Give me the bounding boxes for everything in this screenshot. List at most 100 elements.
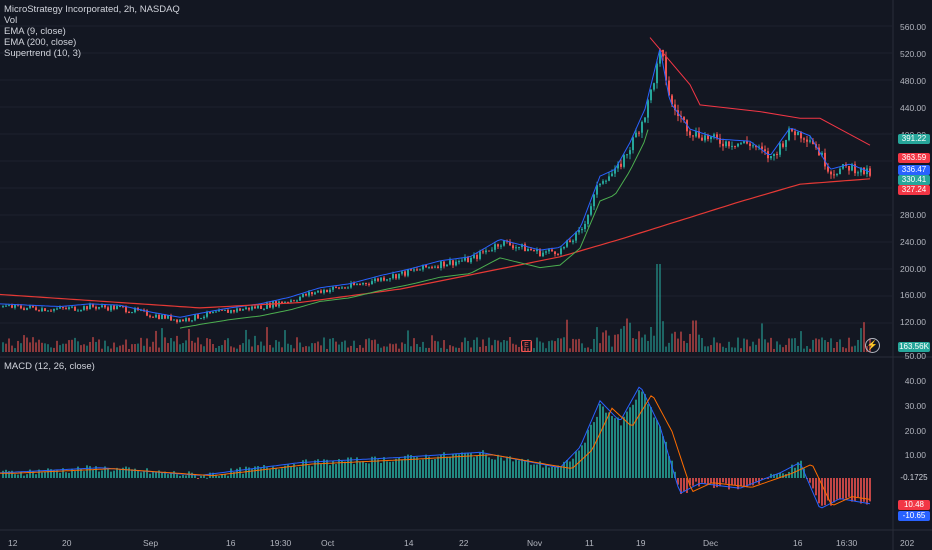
candle-body [839, 168, 841, 175]
volume-bar [32, 337, 34, 352]
macd-histogram-bar [215, 474, 217, 478]
candle-body [170, 315, 172, 321]
legend-supertrend[interactable]: Supertrend (10, 3) [4, 48, 82, 59]
macd-histogram-bar [383, 457, 385, 478]
candle-body [164, 314, 166, 319]
volume-bar [521, 345, 523, 352]
time-tick-22: 22 [459, 538, 469, 548]
volume-bar [176, 335, 178, 352]
macd-histogram-bar [572, 458, 574, 478]
signal-line [0, 395, 871, 506]
macd-histogram-bar [458, 454, 460, 478]
volume-bar [806, 346, 808, 352]
macd-histogram-bar [287, 464, 289, 478]
macd-histogram-bar [752, 478, 754, 486]
candle-body [836, 174, 838, 176]
candle-body [266, 302, 268, 309]
price-tag-391: 391.22 [898, 134, 930, 144]
volume-bar [596, 327, 598, 352]
macd-histogram-bar [296, 467, 298, 478]
candle-body [197, 314, 199, 319]
macd-histogram-bar [305, 459, 307, 478]
volume-bar [782, 347, 784, 352]
macd-histogram-bar [419, 460, 421, 478]
volume-bar [296, 337, 298, 352]
macd-histogram-bar [809, 478, 811, 483]
volume-bar [242, 343, 244, 352]
volume-bar [476, 337, 478, 352]
volume-bar [761, 323, 763, 352]
volume-bar [407, 330, 409, 352]
volume-bar [659, 264, 661, 352]
earnings-marker[interactable]: E [521, 340, 532, 352]
candle-body [38, 310, 40, 312]
volume-bar [431, 335, 433, 352]
macd-histogram-bar [329, 465, 331, 478]
macd-histogram-bar [665, 441, 667, 478]
volume-bar [83, 344, 85, 352]
candle-body [404, 271, 406, 276]
volume-bar [350, 345, 352, 352]
macd-histogram-bar [554, 466, 556, 478]
macd-histogram-bar [728, 478, 730, 490]
candle-body [797, 131, 799, 136]
macd-histogram-bar [815, 478, 817, 496]
macd-histogram-bar [626, 411, 628, 478]
candle-body [458, 261, 460, 263]
candle-body [629, 150, 631, 155]
volume-bar [338, 344, 340, 352]
legend-vol[interactable]: Vol [4, 15, 18, 26]
volume-bar [320, 345, 322, 352]
symbol-title[interactable]: MicroStrategy Incorporated, 2h, NASDAQ [4, 4, 180, 15]
candle-body [641, 121, 643, 133]
macd-histogram-bar [335, 464, 337, 478]
legend-macd[interactable]: MACD (12, 26, close) [4, 361, 95, 372]
candle-body [575, 232, 577, 241]
time-tick-16: 16 [226, 538, 236, 548]
candle-body [113, 305, 115, 310]
candle-body [221, 309, 223, 311]
lightning-icon[interactable]: ⚡ [865, 338, 880, 353]
macd-histogram-bar [734, 478, 736, 486]
macd-histogram-bar [260, 468, 262, 478]
macd-histogram-bar [557, 465, 559, 478]
legend-ema9[interactable]: EMA (9, close) [4, 26, 66, 37]
macd-histogram-bar [854, 478, 856, 502]
candle-body [194, 314, 196, 321]
candle-body [281, 301, 283, 304]
macd-histogram-bar [683, 478, 685, 492]
time-tick-1930: 19:30 [270, 538, 292, 548]
volume-bar [263, 345, 265, 352]
candle-body [692, 135, 694, 137]
candle-body [413, 269, 415, 271]
candle-body [308, 292, 310, 296]
volume-bar [857, 339, 859, 352]
macd-histogram-bar [251, 468, 253, 478]
candle-body [260, 305, 262, 310]
volume-bar [425, 347, 427, 352]
candle-body [311, 292, 313, 295]
volume-bar [713, 337, 715, 352]
volume-bar [680, 331, 682, 352]
volume-bar [158, 347, 160, 352]
legend-ema200[interactable]: EMA (200, close) [4, 37, 77, 48]
volume-bar [593, 338, 595, 352]
candle-body [41, 308, 43, 312]
ema9-line [0, 48, 871, 318]
volume-bar [107, 346, 109, 352]
volume-bar [245, 329, 247, 352]
candle-body [812, 140, 814, 145]
candle-body [674, 104, 676, 111]
candle-body [146, 310, 148, 316]
volume-bar [311, 343, 313, 352]
volume-bar [65, 343, 67, 352]
macd-histogram-bar [428, 456, 430, 478]
candle-body [191, 320, 193, 322]
volume-bar [770, 337, 772, 352]
volume-bar [230, 346, 232, 352]
macd-histogram-bar [356, 457, 358, 478]
candle-body [251, 306, 253, 310]
macd-histogram-bar [473, 457, 475, 478]
volume-bar [278, 341, 280, 352]
